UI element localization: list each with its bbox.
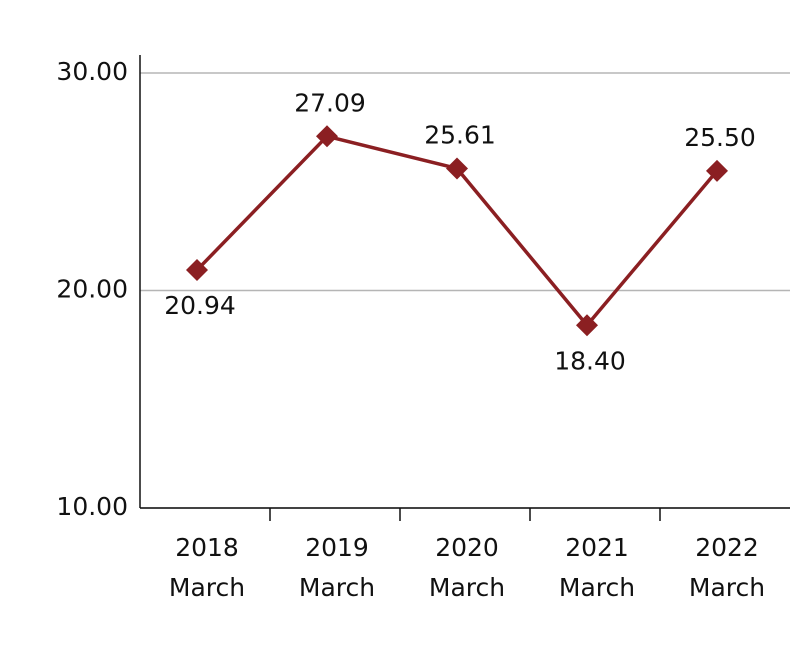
x-tick-label: 2022 bbox=[695, 533, 759, 562]
y-tick-label: 20.00 bbox=[56, 275, 128, 304]
data-label: 27.09 bbox=[294, 88, 366, 117]
data-point bbox=[316, 125, 338, 148]
data-label: 25.50 bbox=[684, 123, 756, 152]
data-point bbox=[186, 259, 208, 282]
x-tick-label: 2021 bbox=[565, 533, 629, 562]
y-tick-label: 10.00 bbox=[56, 492, 128, 521]
data-point bbox=[446, 157, 468, 180]
x-tick-label: March bbox=[169, 573, 245, 602]
x-tick-label: March bbox=[689, 573, 765, 602]
data-point bbox=[576, 314, 598, 337]
x-tick-label: March bbox=[299, 573, 375, 602]
data-point bbox=[706, 159, 728, 182]
data-label: 18.40 bbox=[554, 346, 626, 375]
x-tick-label: 2019 bbox=[305, 533, 369, 562]
x-tick-label: 2020 bbox=[435, 533, 499, 562]
y-tick-label: 30.00 bbox=[56, 57, 128, 86]
x-tick-label: March bbox=[559, 573, 635, 602]
data-label: 20.94 bbox=[164, 291, 236, 320]
data-label: 25.61 bbox=[424, 120, 496, 149]
x-tick-label: March bbox=[429, 573, 505, 602]
x-tick-label: 2018 bbox=[175, 533, 239, 562]
